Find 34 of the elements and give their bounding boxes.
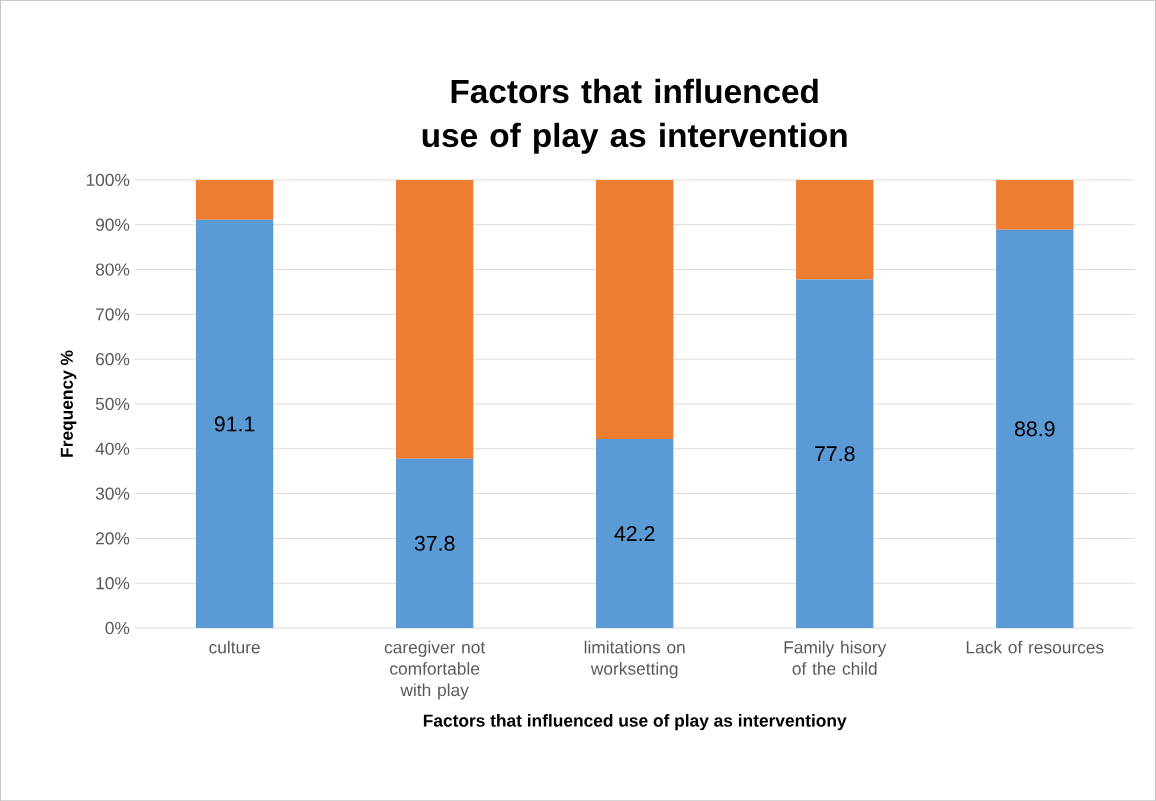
bar [195, 219, 274, 628]
bar [395, 458, 474, 628]
bar [796, 179, 874, 280]
y-tick-label: 0% [105, 621, 130, 635]
data-label: 37.8 [414, 535, 455, 551]
y-tick-label: 40% [95, 442, 130, 455]
y-tick-label: 30% [95, 487, 130, 500]
bar [395, 179, 474, 459]
y-tick-label: 80% [95, 263, 130, 276]
bar [996, 229, 1074, 628]
bar [195, 179, 274, 220]
y-tick-label: 70% [96, 308, 130, 321]
x-tick-label: culture [209, 640, 260, 654]
data-label: 42.2 [614, 525, 655, 541]
y-axis-title: Frequency % [60, 350, 77, 457]
x-tick-label: caregiver not comfortable with play [384, 640, 486, 700]
data-label: 77.8 [815, 446, 855, 462]
y-tick-label: 60% [96, 352, 130, 366]
x-tick-label: Lack of resources [966, 640, 1104, 654]
bar [596, 438, 674, 628]
data-label: 91.1 [214, 416, 255, 432]
y-tick-label: 20% [96, 532, 130, 545]
bar [996, 179, 1074, 230]
bar [796, 279, 874, 628]
y-tick-label: 50% [95, 397, 130, 410]
y-tick-label: 100% [86, 173, 130, 186]
y-tick-label: 10% [96, 576, 130, 590]
data-label: 88.9 [1014, 421, 1055, 437]
bar [596, 179, 674, 439]
y-tick-label: 90% [95, 218, 130, 231]
x-tick-label: Family hisory of the child [784, 640, 887, 675]
x-axis-title: Factors that influenced use of play as interventiony [423, 713, 847, 731]
x-tick-label: limitations on worksetting [584, 640, 685, 679]
chart-title: Factors that influenced use of play as intervention [422, 78, 847, 154]
